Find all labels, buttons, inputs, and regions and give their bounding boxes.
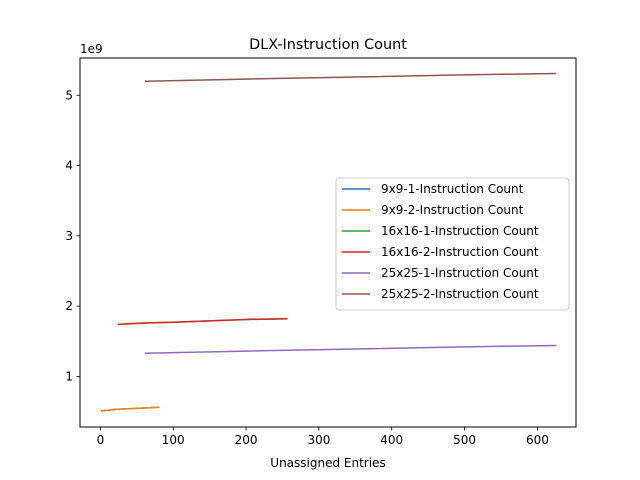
y-axis: 1 2 3 4 5 [65,88,80,383]
legend-box [335,177,570,311]
series-line-4 [117,317,288,326]
y-tick-label: 5 [65,88,73,102]
x-tick-label: 100 [162,433,185,447]
x-tick-label: 400 [380,433,403,447]
y-offset-label: 1e9 [80,42,103,56]
axes-frame [79,57,577,428]
legend-entry-label: 25x25-2-Instruction Count [381,287,539,301]
series-line-6 [144,72,557,82]
y-tick-label: 2 [65,299,73,313]
series-line-5 [144,344,557,354]
x-axis: 0 100 200 300 400 500 600 [97,427,549,447]
legend-entry-label: 9x9-2-Instruction Count [381,203,524,217]
plot-area [101,72,557,412]
x-tick-label: 500 [453,433,476,447]
x-tick-label: 0 [97,433,105,447]
chart-title: DLX-Instruction Count [249,37,407,53]
x-tick-label: 600 [526,433,549,447]
x-tick-label: 200 [235,433,258,447]
x-axis-label: Unassigned Entries [270,456,385,470]
y-tick-label: 1 [65,369,73,383]
legend: 9x9-1-Instruction Count 9x9-2-Instruction… [335,177,570,311]
legend-entry-label: 16x16-1-Instruction Count [381,224,539,238]
x-tick-label: 300 [307,433,330,447]
legend-entry-label: 25x25-1-Instruction Count [381,266,539,280]
series-line-2 [101,406,160,412]
y-tick-label: 3 [65,229,73,243]
legend-entry-label: 9x9-1-Instruction Count [381,182,524,196]
y-tick-label: 4 [65,159,73,173]
legend-entry-label: 16x16-2-Instruction Count [381,245,539,259]
